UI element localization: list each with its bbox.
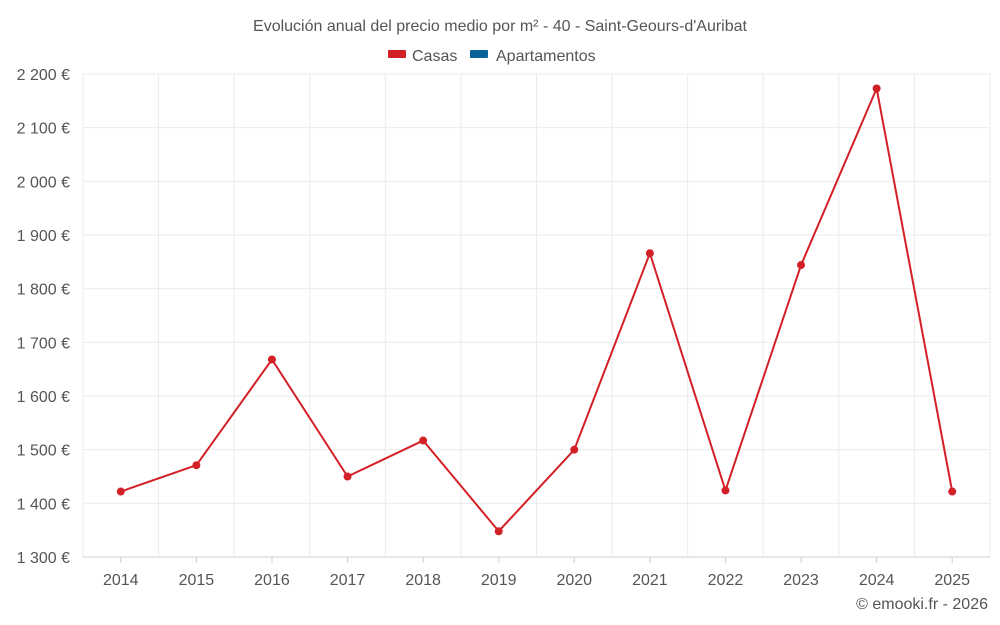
credit-text: © emooki.fr - 2026 [856, 596, 988, 613]
data-point[interactable] [116, 487, 125, 496]
x-tick-label: 2024 [859, 572, 895, 589]
x-tick-label: 2023 [783, 572, 819, 589]
x-tick-label: 2018 [405, 572, 441, 589]
data-point[interactable] [721, 486, 730, 495]
data-point[interactable] [343, 472, 352, 481]
data-point[interactable] [948, 487, 957, 496]
y-tick-label: 2 100 € [17, 121, 70, 138]
y-tick-label: 1 900 € [17, 228, 70, 245]
data-point[interactable] [494, 527, 503, 536]
x-tick-label: 2016 [254, 572, 290, 589]
data-point[interactable] [267, 355, 276, 364]
x-tick-label: 2020 [556, 572, 592, 589]
legend-swatch-apartamentos [470, 50, 488, 58]
y-tick-label: 1 400 € [17, 496, 70, 513]
x-axis: 2014 2015 2016 2017 2018 2019 2020 2021 2022 2023… [83, 556, 990, 589]
x-tick-label: 2022 [708, 572, 744, 589]
y-tick-label: 1 800 € [17, 282, 70, 299]
legend-label-casas: Casas [412, 48, 457, 65]
y-tick-label: 2 000 € [17, 174, 70, 191]
data-point[interactable] [570, 445, 579, 454]
data-point[interactable] [192, 461, 201, 470]
y-tick-label: 2 200 € [17, 67, 70, 84]
plot-area [116, 84, 957, 536]
legend: Casas Apartamentos [388, 48, 596, 65]
data-point[interactable] [872, 84, 881, 93]
x-tick-label: 2021 [632, 572, 668, 589]
data-point[interactable] [645, 249, 654, 258]
x-tick-label: 2014 [103, 572, 139, 589]
legend-item-apartamentos[interactable]: Apartamentos [470, 48, 596, 65]
legend-label-apartamentos: Apartamentos [496, 48, 596, 65]
chart-title: Evolución anual del precio medio por m² … [253, 18, 748, 35]
y-tick-label: 1 600 € [17, 389, 70, 406]
series-line-casas [120, 87, 954, 533]
data-point[interactable] [419, 436, 428, 445]
x-tick-label: 2015 [179, 572, 215, 589]
legend-swatch-casas [388, 50, 406, 58]
x-tick-label: 2025 [934, 572, 970, 589]
data-point[interactable] [797, 261, 806, 270]
x-tick-label: 2019 [481, 572, 517, 589]
x-tick-label: 2017 [330, 572, 366, 589]
legend-item-casas[interactable]: Casas [388, 48, 457, 65]
y-tick-label: 1 700 € [17, 335, 70, 352]
y-tick-label: 1 500 € [17, 443, 70, 460]
y-tick-label: 1 300 € [17, 550, 70, 567]
y-axis: 1 300 € 1 400 € 1 500 € 1 600 € 1 700 € 1 800… [17, 67, 70, 567]
gridlines [82, 73, 991, 557]
